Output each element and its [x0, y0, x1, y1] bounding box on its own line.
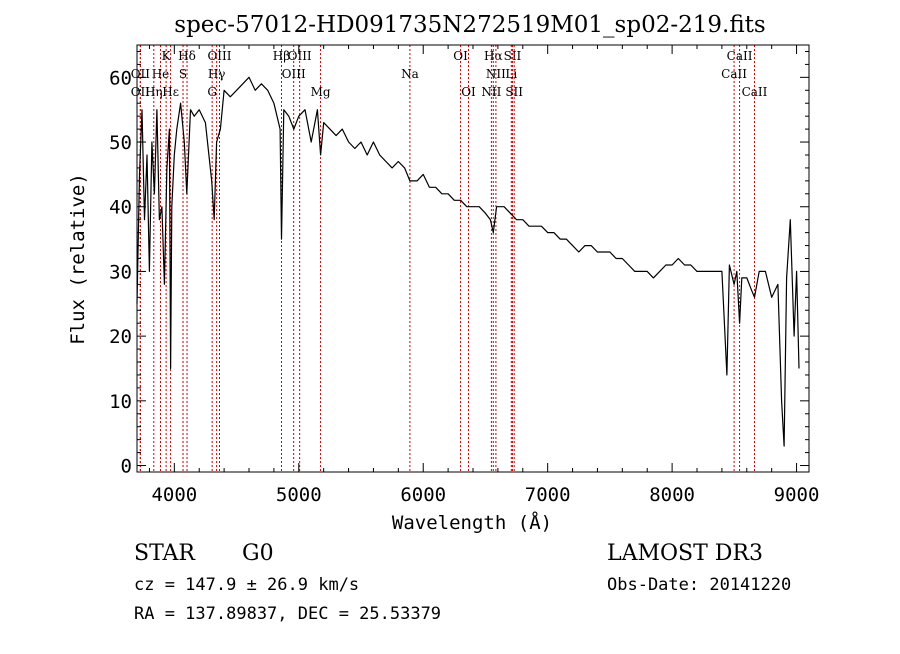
line-marker-label: CaII — [742, 85, 768, 99]
line-marker-label: Mg — [311, 85, 331, 99]
plot-frame — [136, 44, 810, 473]
redshift-text: cz = 147.9 ± 26.9 km/s — [134, 575, 359, 595]
line-marker-label: Hε — [162, 85, 179, 99]
object-type: STAR — [134, 541, 196, 566]
x-tick-label: 7000 — [525, 484, 571, 506]
line-marker-label: SII — [505, 85, 523, 99]
line-marker-label: CaII — [727, 49, 753, 63]
line-marker-label: K — [162, 49, 172, 63]
line-marker-label: OIII — [282, 67, 306, 81]
line-marker-label: SII — [504, 49, 522, 63]
line-marker-label: Hγ — [208, 67, 226, 81]
line-marker-label: NII — [481, 85, 501, 99]
spectral-subclass: G0 — [242, 541, 274, 566]
line-marker-label: OIII — [288, 49, 312, 63]
series-layer — [136, 76, 800, 447]
line-marker-label: G — [207, 85, 217, 99]
line-marker-label: He — [152, 67, 170, 81]
line-marker-label: Na — [401, 67, 419, 81]
x-tick-label: 5000 — [276, 484, 322, 506]
y-axis-label: Flux (relative) — [67, 173, 89, 345]
y-tick-label: 40 — [109, 197, 132, 219]
x-tick-label: 9000 — [774, 484, 820, 506]
x-axis-ticks: 4000 5000 6000 7000 8000 9000 — [148, 45, 820, 506]
line-marker-label: Li — [505, 67, 517, 81]
y-tick-label: 0 — [121, 456, 132, 478]
line-marker-label: Hδ — [178, 49, 196, 63]
obs-date: Obs-Date: 20141220 — [607, 575, 791, 595]
x-tick-label: 6000 — [400, 484, 446, 506]
x-axis-label: Wavelength (Å) — [392, 511, 552, 534]
y-tick-label: 10 — [109, 391, 132, 413]
line-marker-label: Hα — [484, 49, 503, 63]
line-marker-label: OI — [453, 49, 468, 63]
coordinates: RA = 137.89837, DEC = 25.53379 — [134, 604, 441, 624]
line-marker-label: OI — [461, 85, 476, 99]
y-tick-label: 50 — [109, 132, 132, 154]
line-marker-label: NII — [486, 67, 506, 81]
line-marker-label: S — [179, 67, 187, 81]
y-tick-label: 30 — [109, 261, 132, 283]
y-axis-ticks: 0 10 20 30 40 50 60 — [109, 50, 809, 478]
x-tick-label: 8000 — [649, 484, 695, 506]
line-marker-label: Hβ — [273, 49, 290, 63]
line-marker-label: OIII — [207, 49, 231, 63]
survey-name: LAMOST DR3 — [607, 541, 763, 566]
chart-title: spec-57012-HD091735N272519M01_sp02-219.f… — [174, 12, 765, 38]
line-marker-label: Hη — [145, 85, 163, 99]
x-tick-label: 4000 — [151, 484, 197, 506]
line-marker-label: OII — [131, 85, 151, 99]
line-marker-label: CaII — [721, 67, 747, 81]
y-tick-label: 20 — [109, 326, 132, 348]
y-tick-label: 60 — [109, 67, 132, 89]
flux-series-line — [136, 76, 800, 447]
